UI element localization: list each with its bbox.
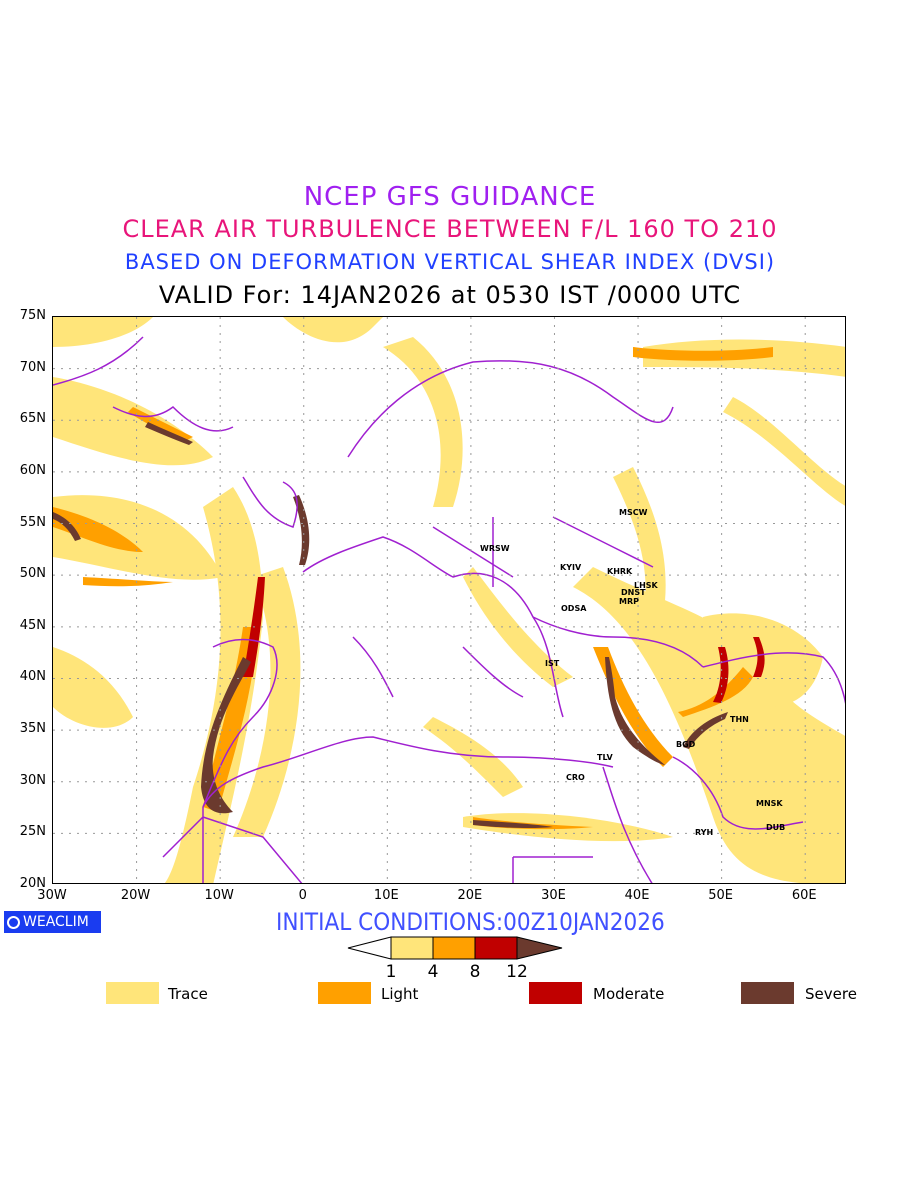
- lon-tick-label: 60E: [791, 888, 817, 903]
- city-label: DUB: [766, 823, 786, 832]
- city-label: MSCW: [619, 508, 648, 517]
- city-label: CRO: [566, 773, 585, 782]
- legend-label: Trace: [168, 985, 208, 1003]
- trace-areas: [53, 317, 845, 883]
- city-label: ODSA: [561, 604, 587, 613]
- lat-tick-label: 70N: [19, 359, 46, 375]
- lon-tick-label: 20W: [120, 888, 151, 903]
- coastlines-borders: [53, 336, 845, 883]
- city-label: KHRK: [607, 567, 633, 576]
- city-label: DNST: [621, 588, 646, 597]
- legend-swatch-moderate: [529, 982, 582, 1004]
- lat-lon-grid: [53, 317, 845, 883]
- city-label: IST: [545, 659, 560, 668]
- logo-text: WEACLIM: [23, 914, 89, 930]
- colorbar-light: [432, 936, 476, 960]
- lat-tick-label: 35N: [19, 721, 46, 737]
- colorbar-severe-arrow: [516, 936, 563, 960]
- city-label: RYH: [695, 828, 714, 837]
- city-label: TLV: [597, 753, 613, 762]
- city-label: MNSK: [756, 799, 783, 808]
- colorbar-trace: [390, 936, 434, 960]
- colorbar-label: 8: [469, 962, 481, 982]
- initial-conditions: INITIAL CONDITIONS:00Z10JAN2026: [276, 908, 665, 936]
- legend-label: Light: [381, 985, 419, 1003]
- legend-label: Moderate: [593, 985, 665, 1003]
- colorbar-label: 12: [506, 962, 528, 982]
- lat-tick-label: 20N: [19, 876, 46, 891]
- turbulence-map: MSCW WRSW KYIV KHRK LHSK DNST MRP ODSA I…: [52, 316, 846, 884]
- lat-tick-label: 30N: [19, 772, 46, 788]
- legend-swatch-severe: [741, 982, 794, 1004]
- city-label: MRP: [619, 597, 639, 606]
- title-valid-time: VALID For: 14JAN2026 at 0530 IST /0000 U…: [158, 281, 742, 309]
- copyright-icon: [7, 915, 20, 929]
- lon-tick-label: 50E: [708, 888, 733, 903]
- city-label: BGD: [676, 740, 696, 749]
- lon-tick-label: 30E: [541, 888, 566, 903]
- lat-tick-label: 50N: [19, 566, 46, 582]
- light-areas: [53, 347, 773, 830]
- lon-tick-label: 0: [298, 888, 307, 903]
- lon-tick-label: 20E: [457, 888, 483, 903]
- lon-tick-label: 40E: [624, 888, 650, 903]
- title-method: BASED ON DEFORMATION VERTICAL SHEAR INDE…: [124, 250, 776, 274]
- legend-label: Severe: [805, 985, 857, 1003]
- legend-swatch-light: [318, 982, 371, 1004]
- legend-swatch-trace: [106, 982, 159, 1004]
- city-label: KYIV: [560, 563, 582, 572]
- lat-tick-label: 55N: [19, 514, 46, 530]
- lat-tick-label: 75N: [19, 308, 46, 323]
- lat-tick-label: 60N: [19, 462, 46, 478]
- weaclim-logo: WEACLIM: [4, 911, 101, 933]
- colorbar-label: 1: [385, 962, 397, 982]
- title-agency: NCEP GFS GUIDANCE: [303, 182, 597, 212]
- lon-tick-label: 10W: [204, 888, 234, 903]
- lon-tick-label: 10E: [373, 888, 399, 903]
- lon-tick-label: 30W: [37, 888, 67, 903]
- title-product: CLEAR AIR TURBULENCE BETWEEN F/L 160 TO …: [122, 215, 778, 243]
- colorbar-below-arrow: [347, 936, 392, 960]
- lat-tick-label: 45N: [19, 617, 46, 633]
- colorbar: [347, 936, 563, 960]
- lat-tick-label: 40N: [19, 669, 46, 685]
- city-label: WRSW: [480, 544, 510, 553]
- city-label: THN: [730, 715, 749, 724]
- map-layers: [53, 317, 845, 883]
- city-label: LHSK: [634, 581, 658, 590]
- lat-tick-label: 25N: [19, 824, 46, 840]
- lat-tick-label: 65N: [19, 411, 46, 427]
- colorbar-moderate: [474, 936, 518, 960]
- colorbar-label: 4: [427, 962, 439, 982]
